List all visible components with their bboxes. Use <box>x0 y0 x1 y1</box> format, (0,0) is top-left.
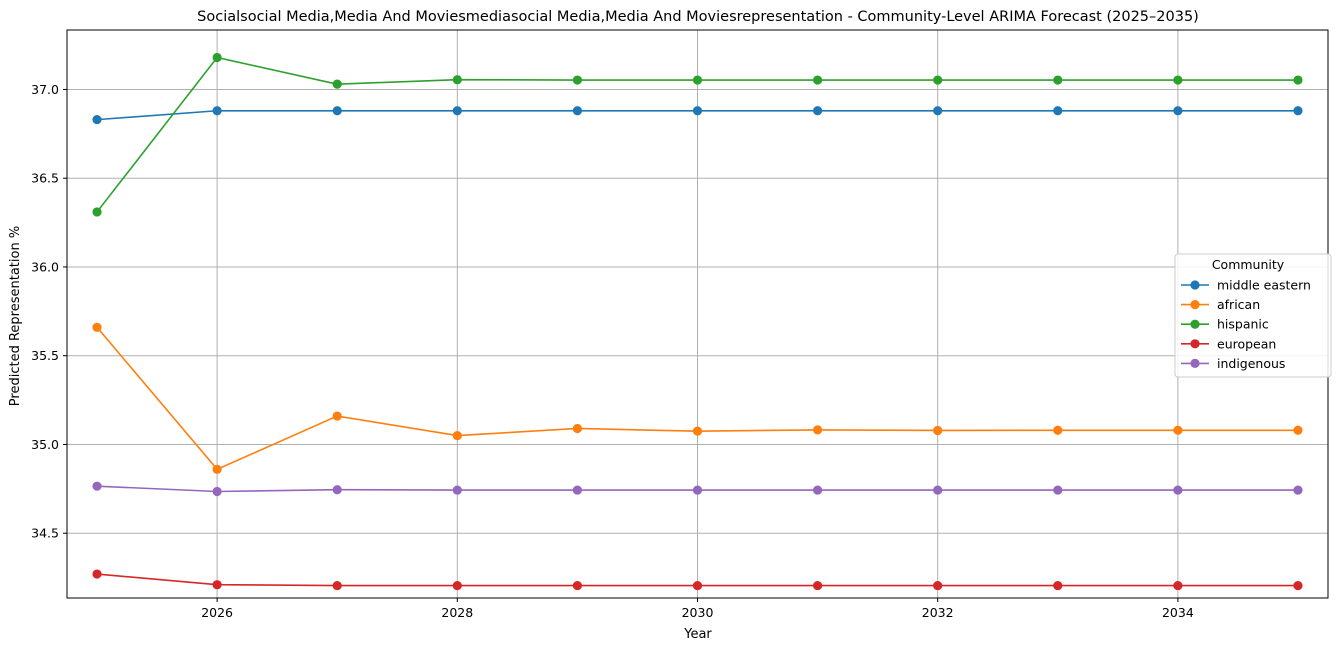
y-axis-label: Predicted Representation % <box>8 226 23 406</box>
legend-label: middle eastern <box>1217 278 1311 293</box>
x-tick-label: 2028 <box>441 605 473 620</box>
y-tick-label: 35.0 <box>31 437 59 452</box>
data-point <box>212 486 222 497</box>
data-point <box>1173 580 1183 591</box>
data-point <box>92 481 102 491</box>
data-point <box>212 106 222 116</box>
data-point <box>452 430 462 441</box>
data-point <box>1173 485 1183 495</box>
legend-box <box>1174 253 1332 378</box>
data-point <box>692 485 703 495</box>
data-point <box>332 411 342 421</box>
data-point <box>332 106 342 116</box>
data-point <box>92 115 102 125</box>
y-tick-label: 36.0 <box>31 259 59 274</box>
data-point <box>572 75 583 85</box>
data-point <box>452 106 462 116</box>
data-point <box>933 425 943 436</box>
y-tick-label: 36.5 <box>31 171 59 186</box>
legend-swatch-marker <box>1190 280 1200 290</box>
series-hispanic <box>92 52 1303 217</box>
data-point <box>1053 425 1063 435</box>
y-tick-label: 35.5 <box>31 348 59 363</box>
data-point <box>812 425 823 435</box>
data-point <box>332 580 342 591</box>
legend-label: african <box>1217 297 1260 312</box>
y-tick-label: 34.5 <box>31 526 59 541</box>
x-axis: 2026 2028 2030 2032 2034 <box>201 598 1194 620</box>
data-point <box>92 569 102 579</box>
data-point <box>332 485 342 495</box>
legend-swatch-marker <box>1190 300 1200 310</box>
data-point <box>812 106 823 116</box>
series-african <box>92 322 1303 474</box>
data-point <box>692 106 703 116</box>
data-point <box>572 580 583 591</box>
data-point <box>1293 485 1303 495</box>
legend-item: african <box>1181 297 1260 312</box>
x-tick-label: 2026 <box>201 605 233 620</box>
data-point <box>1053 580 1063 591</box>
legend-swatch-marker <box>1190 358 1200 368</box>
data-point <box>1053 485 1063 495</box>
data-point <box>812 75 823 85</box>
legend-item: indigenous <box>1181 356 1285 371</box>
data-point <box>1173 75 1183 85</box>
data-point <box>212 52 222 63</box>
data-point <box>572 485 583 495</box>
data-point <box>1053 75 1063 85</box>
legend-item: european <box>1181 336 1276 351</box>
data-point <box>933 485 943 495</box>
data-point <box>1293 580 1303 591</box>
data-point <box>92 322 102 332</box>
data-point <box>452 75 462 85</box>
data-point <box>1173 106 1183 116</box>
legend-title: Community <box>1212 257 1285 272</box>
x-tick-label: 2034 <box>1162 605 1194 620</box>
legend-label: european <box>1217 336 1276 351</box>
series-middle-eastern <box>92 106 1303 125</box>
legend-swatch-marker <box>1190 319 1200 329</box>
data-point <box>812 485 823 495</box>
data-point <box>933 75 943 85</box>
data-point <box>1173 425 1183 435</box>
legend-swatch-marker <box>1190 339 1200 349</box>
series-indigenous <box>92 481 1303 497</box>
data-point <box>812 580 823 591</box>
data-point <box>452 485 462 495</box>
legend-label: hispanic <box>1217 317 1269 332</box>
x-tick-label: 2030 <box>682 605 714 620</box>
y-tick-label: 37.0 <box>31 82 59 97</box>
data-point <box>92 207 102 217</box>
data-point <box>1053 106 1063 116</box>
series-layer <box>92 52 1303 591</box>
data-point <box>1293 106 1303 116</box>
data-point <box>212 580 222 590</box>
x-tick-label: 2032 <box>922 605 954 620</box>
data-point <box>572 423 583 434</box>
data-point <box>692 426 703 436</box>
chart-title: Socialsocial Media,Media And Moviesmedia… <box>197 9 1199 25</box>
data-point <box>212 464 222 474</box>
data-point <box>692 75 703 85</box>
series-european <box>92 569 1303 591</box>
data-point <box>452 580 462 591</box>
data-point <box>332 79 342 89</box>
legend: Community middle eastern african hispanic e… <box>1174 253 1332 378</box>
data-point <box>1293 425 1303 435</box>
x-axis-label: Year <box>683 627 712 642</box>
legend-label: indigenous <box>1217 356 1285 371</box>
data-point <box>572 106 583 116</box>
legend-item: middle eastern <box>1181 278 1311 293</box>
data-point <box>1293 75 1303 85</box>
data-point <box>692 580 703 591</box>
data-point <box>933 580 943 591</box>
data-point <box>933 106 943 116</box>
legend-item: hispanic <box>1181 317 1269 332</box>
y-axis: 34.5 35.0 35.5 36.0 36.5 37.0 <box>31 82 67 541</box>
